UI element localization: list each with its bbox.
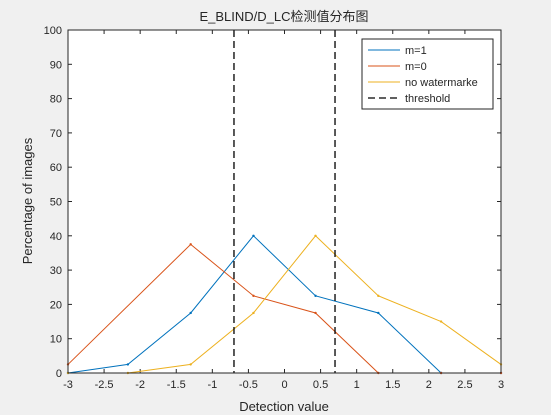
series-line: [68, 235, 502, 374]
data-point: [314, 234, 317, 237]
x-tick-label: -1: [207, 379, 217, 391]
x-tick-label: -2: [135, 379, 145, 391]
y-tick-label: 40: [50, 231, 62, 243]
data-point: [439, 320, 443, 323]
legend: m=1 m=0 no watermarke threshold: [361, 38, 494, 110]
y-tick-label: 80: [50, 94, 62, 106]
data-point: [314, 294, 317, 298]
y-tick-label: 50: [50, 197, 62, 209]
y-tick-label: 60: [50, 162, 62, 174]
data-point: [126, 363, 130, 366]
chart-title: E_BLIND/D_LC检测值分布图: [199, 9, 368, 24]
x-tick-label: 3: [498, 379, 504, 391]
x-tick-label: -1.5: [167, 379, 186, 391]
legend-label: m=0: [405, 61, 427, 73]
x-tick-label: -3: [63, 379, 73, 391]
legend-box: [361, 38, 494, 110]
y-tick-label: 70: [50, 128, 62, 140]
y-tick-label: 90: [50, 59, 62, 71]
y-tick-label: 100: [44, 25, 62, 37]
y-axis-label: Percentage of images: [20, 137, 35, 264]
y-tick-label: 30: [50, 265, 62, 277]
data-point: [252, 294, 255, 298]
y-tick-label: 20: [50, 299, 62, 311]
legend-label: m=1: [405, 45, 427, 57]
data-point: [189, 363, 192, 366]
x-tick-label: 2.5: [457, 379, 472, 391]
axes-frame: [67, 29, 502, 374]
x-tick-label: 1.5: [385, 379, 400, 391]
legend-label: no watermarke: [405, 77, 478, 89]
legend-label: threshold: [405, 93, 450, 105]
y-tick-label: 0: [56, 368, 62, 380]
x-tick-label: -0.5: [239, 379, 258, 391]
data-point: [377, 311, 380, 315]
x-tick-label: 1: [354, 379, 360, 391]
axis-ticks: -3 -2.5 -2 -1.5 -1 -0.5 0 0.5 1 1.5 2 2.5 3010203040…: [44, 25, 504, 391]
x-tick-label: -2.5: [95, 379, 114, 391]
data-point: [377, 294, 380, 298]
axes-box: [67, 29, 502, 374]
data-point: [252, 234, 255, 237]
series-line: [67, 235, 501, 374]
data-point: [252, 311, 255, 315]
x-tick-label: 0: [281, 379, 287, 391]
x-axis-label: Detection value: [239, 399, 329, 414]
data-point: [189, 243, 192, 246]
data-point: [314, 311, 317, 315]
y-tick-label: 10: [50, 334, 62, 346]
data-point: [189, 311, 192, 315]
x-tick-label: 2: [426, 379, 432, 391]
x-tick-label: 0.5: [313, 379, 328, 391]
